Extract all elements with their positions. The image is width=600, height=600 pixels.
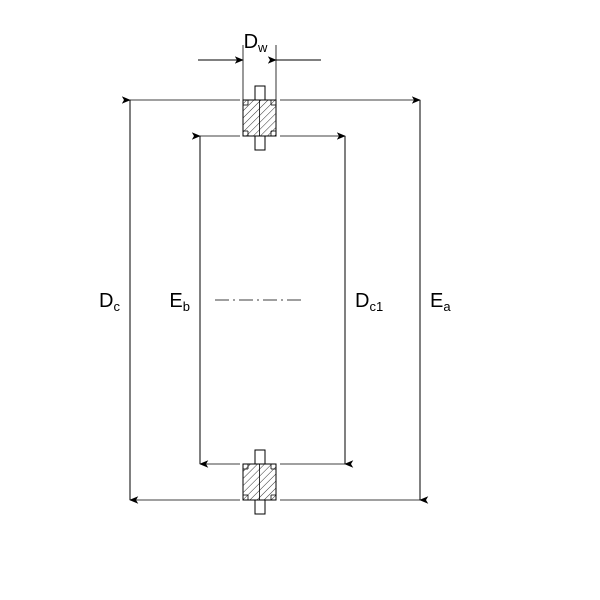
cage-top-outer: [255, 86, 265, 100]
label-subscript: c1: [369, 299, 383, 314]
label-base: E: [430, 290, 443, 312]
cage-top-inner: [255, 136, 265, 150]
label-base: E: [169, 290, 182, 312]
label-subscript: w: [257, 40, 268, 55]
cage-bottom-inner: [255, 450, 265, 464]
label-subscript: b: [183, 299, 190, 314]
label-dc1: Dc1: [355, 290, 383, 314]
label-subscript: a: [443, 299, 451, 314]
label-dw: Dw: [244, 31, 268, 55]
cage-bottom-outer: [255, 500, 265, 514]
label-dc: Dc: [99, 290, 120, 314]
label-base: D: [99, 290, 113, 312]
label-eb: Eb: [169, 290, 190, 314]
label-ea: Ea: [430, 290, 451, 314]
label-base: D: [244, 31, 258, 53]
label-subscript: c: [114, 299, 121, 314]
bearing-cross-section-diagram: DwDcEbDc1Ea: [0, 0, 600, 600]
label-base: D: [355, 290, 369, 312]
